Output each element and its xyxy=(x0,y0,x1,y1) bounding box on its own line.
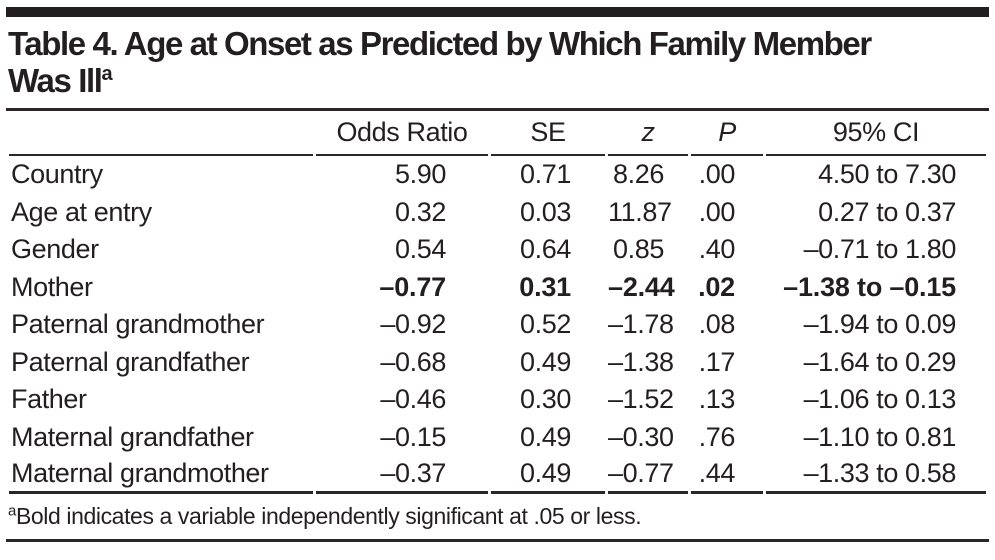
table-row-father: Father –0.46 0.30 –1.52 .13 –1.06 to 0.1… xyxy=(9,381,986,419)
cell-se: 0.30 xyxy=(520,384,571,415)
cell-odds-ratio: –0.92 xyxy=(380,309,446,340)
cell-p: .00 xyxy=(698,196,736,227)
rule-above-header xyxy=(6,108,989,111)
cell-se: 0.49 xyxy=(491,456,605,494)
col-header-z: z xyxy=(608,111,688,156)
cell-p: .13 xyxy=(698,384,736,415)
table-row-maternal-grandmother: Maternal grandmother –0.37 0.49 –0.77 .4… xyxy=(9,456,986,494)
cell-se: 0.49 xyxy=(520,346,571,377)
table-footnote: aBold indicates a variable independently… xyxy=(8,501,987,531)
cell-se: 0.03 xyxy=(520,196,571,227)
cell-z: –1.38 xyxy=(608,346,674,377)
row-label: Paternal grandmother xyxy=(11,309,265,340)
table-row-paternal-grandmother: Paternal grandmother –0.92 0.52 –1.78 .0… xyxy=(9,306,986,344)
cell-z: –1.78 xyxy=(608,309,674,340)
cell-odds-ratio: 5.90 xyxy=(395,159,446,190)
cell-odds-ratio: –0.37 xyxy=(316,456,488,494)
col-header-se: SE xyxy=(491,111,605,156)
table-row-age-at-entry: Age at entry 0.32 0.03 11.87 .00 0.27 to… xyxy=(9,194,986,232)
cell-z: –2.44 xyxy=(608,271,675,302)
table-header-row: Odds Ratio SE z P 95% CI xyxy=(9,111,986,156)
cell-se: 0.71 xyxy=(520,159,571,190)
row-label: Age at entry xyxy=(11,196,152,227)
cell-z: 11.87 xyxy=(608,196,672,227)
cell-p: .08 xyxy=(698,309,736,340)
table-title-line1: Table 4. Age at Onset as Predicted by Wh… xyxy=(8,25,872,62)
cell-se: 0.49 xyxy=(520,421,571,452)
cell-odds-ratio: –0.46 xyxy=(380,384,446,415)
row-label: Paternal grandfather xyxy=(11,346,250,377)
cell-ci: 4.50 to 7.30 xyxy=(818,159,956,190)
cell-z: –0.77 xyxy=(608,456,688,494)
col-header-95ci: 95% CI xyxy=(766,111,986,156)
table-title-line2-text: Was Ill xyxy=(8,62,103,99)
col-header-p: P xyxy=(691,111,763,156)
row-label: Father xyxy=(11,384,87,415)
cell-se: 0.52 xyxy=(520,309,571,340)
row-label: Maternal grandfather xyxy=(11,421,254,452)
regression-table: Odds Ratio SE z P 95% CI Country 5.90 0.… xyxy=(6,111,989,494)
cell-p: .17 xyxy=(698,346,736,377)
cell-p: .44 xyxy=(691,456,763,494)
top-rule-bar xyxy=(6,7,989,17)
cell-se: 0.31 xyxy=(519,271,571,302)
cell-odds-ratio: –0.68 xyxy=(380,346,446,377)
cell-p: .02 xyxy=(698,271,735,302)
cell-se: 0.64 xyxy=(520,234,571,265)
col-header-odds-ratio: Odds Ratio xyxy=(316,111,488,156)
cell-ci: –1.33 to 0.58 xyxy=(766,456,986,494)
footnote-marker: a xyxy=(8,501,16,519)
cell-ci: –0.71 to 1.80 xyxy=(803,234,957,265)
cell-odds-ratio: –0.77 xyxy=(379,271,446,302)
bottom-rule xyxy=(6,538,989,542)
table-row-maternal-grandfather: Maternal grandfather –0.15 0.49 –0.30 .7… xyxy=(9,419,986,457)
cell-p: .76 xyxy=(698,421,736,452)
cell-ci: –1.94 to 0.09 xyxy=(803,309,957,340)
row-label: Gender xyxy=(11,234,99,265)
cell-odds-ratio: –0.15 xyxy=(380,421,446,452)
cell-z: 0.85 xyxy=(613,234,664,265)
cell-odds-ratio: 0.32 xyxy=(395,196,446,227)
table-title-line2: Was Illa xyxy=(8,62,987,99)
row-label: Maternal grandmother xyxy=(9,456,313,494)
cell-z: –1.52 xyxy=(608,384,674,415)
table-row-gender: Gender 0.54 0.64 0.85 .40 –0.71 to 1.80 xyxy=(9,231,986,269)
title-footnote-marker: a xyxy=(101,63,113,85)
cell-ci: –1.06 to 0.13 xyxy=(803,384,957,415)
cell-p: .40 xyxy=(698,234,736,265)
cell-odds-ratio: 0.54 xyxy=(395,234,446,265)
cell-ci: –1.38 to –0.15 xyxy=(783,271,956,302)
cell-p: .00 xyxy=(698,159,736,190)
cell-ci: 0.27 to 0.37 xyxy=(818,196,956,227)
row-label: Country xyxy=(11,159,103,190)
cell-z: –0.30 xyxy=(608,421,674,452)
table-title: Table 4. Age at Onset as Predicted by Wh… xyxy=(8,25,987,99)
table-row-mother-significant: Mother –0.77 0.31 –2.44 .02 –1.38 to –0.… xyxy=(9,269,986,307)
footnote-text: Bold indicates a variable independently … xyxy=(15,502,642,529)
table-row-country: Country 5.90 0.71 8.26 .00 4.50 to 7.30 xyxy=(9,156,986,194)
row-label: Mother xyxy=(11,271,93,302)
cell-ci: –1.10 to 0.81 xyxy=(803,421,957,452)
cell-z: 8.26 xyxy=(613,159,664,190)
col-header-empty xyxy=(9,111,313,156)
cell-ci: –1.64 to 0.29 xyxy=(803,346,957,377)
table-row-paternal-grandfather: Paternal grandfather –0.68 0.49 –1.38 .1… xyxy=(9,344,986,382)
